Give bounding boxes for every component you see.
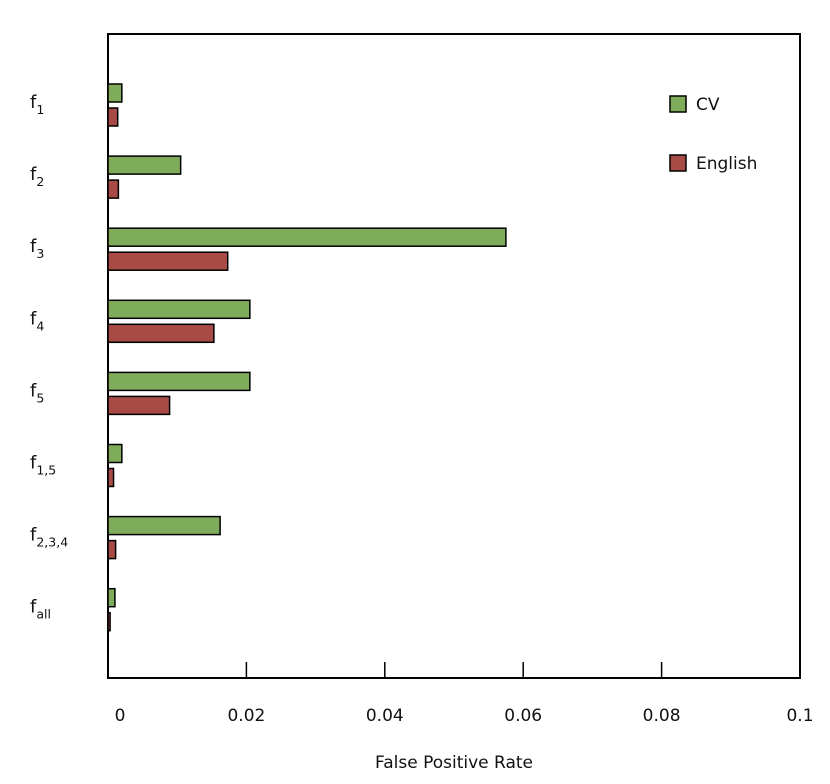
- x-axis-title: False Positive Rate: [375, 753, 533, 773]
- x-axis-ticks: 0 0.02 0.04 0.06 0.08 0.1: [107, 662, 814, 726]
- bar-cv: [107, 83, 123, 103]
- bar-english: [107, 395, 171, 416]
- x-tick-label: 0.1: [786, 706, 813, 726]
- bar-english: [107, 107, 119, 127]
- legend-swatch-english: [669, 154, 687, 172]
- x-tick-label: 0.08: [643, 706, 681, 726]
- legend: CV English: [669, 95, 757, 174]
- bar-cv: [107, 371, 251, 392]
- x-tick-label: 0.04: [366, 706, 404, 726]
- x-tick-label: 0: [115, 706, 126, 726]
- x-tick-label: 0.06: [504, 706, 542, 726]
- category-label: f2: [30, 164, 44, 189]
- bar-cv: [107, 155, 182, 175]
- category-label: f1: [30, 92, 44, 117]
- category-labels: f1 f2 f3 f4 f5 f1,5 f2,3,4 fall: [30, 92, 68, 622]
- category-label: f3: [30, 236, 44, 261]
- category-label: fall: [30, 597, 51, 622]
- x-tick-label: 0.02: [227, 706, 265, 726]
- category-label: f5: [30, 380, 44, 405]
- legend-label-cv: CV: [696, 95, 720, 115]
- bar-english: [107, 323, 215, 344]
- bar-cv: [107, 299, 251, 320]
- bar-english: [107, 611, 111, 632]
- bar-cv: [107, 515, 221, 536]
- bar-english: [107, 251, 229, 271]
- category-label: f4: [30, 308, 44, 333]
- bar-english: [107, 539, 117, 560]
- plot-frame: [107, 33, 801, 679]
- plot-area: [107, 33, 801, 679]
- bar-cv: [107, 443, 123, 464]
- bar-english: [107, 179, 120, 199]
- category-label: f2,3,4: [30, 525, 68, 550]
- bar-cv: [107, 227, 507, 247]
- bar-cv: [107, 587, 116, 608]
- legend-swatch-cv: [669, 95, 687, 113]
- legend-label-english: English: [696, 154, 757, 174]
- bar-english: [107, 467, 115, 488]
- category-label: f1,5: [30, 453, 56, 478]
